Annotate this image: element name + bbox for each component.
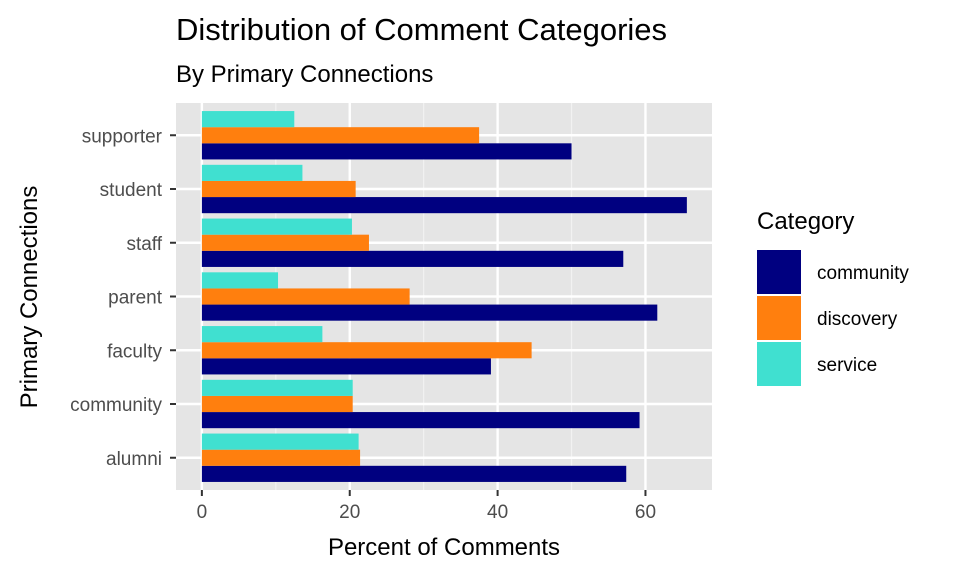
- bar-faculty-community: [201, 358, 491, 375]
- x-axis-title: Percent of Comments: [328, 534, 560, 561]
- bar-student-service: [201, 164, 303, 181]
- y-axis: alumni community faculty parent staff student…: [70, 126, 176, 470]
- chart-subtitle: By Primary Connections: [176, 61, 433, 88]
- x-tick-label: 60: [635, 502, 656, 523]
- y-tick-label-faculty: faculty: [107, 341, 162, 362]
- bars: [201, 111, 687, 482]
- bar-staff-service: [201, 218, 352, 235]
- bar-faculty-discovery: [201, 342, 532, 359]
- x-tick-label: 20: [339, 502, 360, 523]
- bar-faculty-service: [201, 326, 323, 343]
- y-axis-title: Primary Connections: [16, 186, 43, 409]
- legend: Category community discovery service: [757, 208, 909, 386]
- y-tick-label-staff: staff: [126, 234, 162, 255]
- bar-community-community: [201, 412, 640, 429]
- bar-staff-community: [201, 250, 624, 267]
- legend-title: Category: [757, 208, 854, 235]
- bar-alumni-service: [201, 433, 359, 450]
- legend-key-discovery: [757, 296, 801, 340]
- bar-staff-discovery: [201, 234, 369, 251]
- bar-parent-community: [201, 304, 658, 321]
- y-tick-label-student: student: [100, 180, 163, 201]
- y-tick-label-parent: parent: [108, 288, 163, 309]
- bar-parent-discovery: [201, 288, 410, 305]
- bar-supporter-service: [201, 111, 295, 128]
- bar-student-discovery: [201, 180, 356, 198]
- legend-label-discovery: discovery: [817, 309, 898, 330]
- x-axis: 0 20 40 60: [197, 490, 656, 523]
- bar-student-community: [201, 197, 687, 214]
- x-tick-label: 40: [487, 502, 508, 523]
- legend-key-community: [757, 250, 801, 294]
- y-tick-label-supporter: supporter: [82, 126, 163, 147]
- x-tick-label: 0: [197, 502, 208, 523]
- bar-parent-service: [201, 272, 279, 289]
- y-tick-label-alumni: alumni: [106, 449, 162, 470]
- y-tick-label-community: community: [70, 395, 162, 416]
- legend-label-community: community: [817, 263, 909, 284]
- chart-title: Distribution of Comment Categories: [176, 12, 667, 47]
- bar-alumni-discovery: [201, 449, 361, 466]
- legend-key-service: [757, 342, 801, 386]
- bar-alumni-community: [201, 465, 627, 482]
- bar-supporter-community: [201, 143, 572, 160]
- legend-label-service: service: [817, 355, 877, 376]
- bar-community-discovery: [201, 395, 353, 413]
- bar-supporter-discovery: [201, 127, 480, 144]
- bar-community-service: [201, 379, 353, 396]
